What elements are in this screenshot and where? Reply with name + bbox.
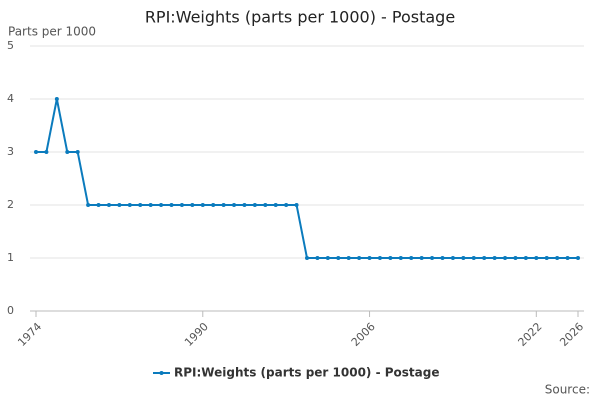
point xyxy=(409,256,414,260)
point xyxy=(294,203,299,207)
point xyxy=(492,256,497,260)
point xyxy=(96,203,101,207)
point xyxy=(54,97,59,101)
point xyxy=(503,256,508,260)
point xyxy=(44,150,49,154)
point xyxy=(565,256,570,260)
point xyxy=(336,256,341,260)
x-tick-label: 1990 xyxy=(182,320,211,349)
point xyxy=(148,203,153,207)
point xyxy=(159,203,164,207)
point xyxy=(263,203,268,207)
point xyxy=(106,203,111,207)
point xyxy=(169,203,174,207)
point xyxy=(86,203,91,207)
legend-marker xyxy=(159,371,164,375)
y-tick-label: 4 xyxy=(7,92,14,105)
point xyxy=(440,256,445,260)
y-tick-label: 1 xyxy=(7,251,14,264)
point xyxy=(523,256,528,260)
point xyxy=(461,256,466,260)
point xyxy=(357,256,362,260)
point xyxy=(190,203,195,207)
legend-label: RPI:Weights (parts per 1000) - Postage xyxy=(174,366,439,380)
point xyxy=(127,203,132,207)
point xyxy=(388,256,393,260)
point xyxy=(232,203,237,207)
point xyxy=(315,256,320,260)
point xyxy=(273,203,278,207)
point xyxy=(305,256,309,260)
point xyxy=(179,203,184,207)
x-tick-label: 2026 xyxy=(557,320,586,349)
point xyxy=(534,256,539,260)
point xyxy=(430,256,435,260)
point xyxy=(482,256,487,260)
y-tick-label: 0 xyxy=(7,304,14,317)
point xyxy=(284,203,289,207)
point xyxy=(450,256,455,260)
point xyxy=(513,256,518,260)
x-tick-label: 1974 xyxy=(15,320,44,349)
point xyxy=(65,150,70,154)
point xyxy=(576,256,580,260)
point xyxy=(221,203,226,207)
y-axis-label: Parts per 1000 xyxy=(8,25,96,39)
x-tick-label: 2022 xyxy=(516,320,545,349)
point xyxy=(75,150,80,154)
point xyxy=(252,203,257,207)
x-tick-label: 2006 xyxy=(349,320,378,349)
point xyxy=(346,256,351,260)
point xyxy=(544,256,549,260)
point xyxy=(419,256,424,260)
y-tick-label: 5 xyxy=(7,39,14,52)
point xyxy=(242,203,247,207)
point xyxy=(471,256,476,260)
point xyxy=(200,203,205,207)
point xyxy=(117,203,122,207)
point xyxy=(398,256,403,260)
point xyxy=(377,256,382,260)
point xyxy=(211,203,216,207)
point xyxy=(325,256,330,260)
y-tick-label: 2 xyxy=(7,198,14,211)
point xyxy=(34,150,38,154)
y-tick-label: 3 xyxy=(7,145,14,158)
chart-title: RPI:Weights (parts per 1000) - Postage xyxy=(145,8,455,27)
line xyxy=(36,98,578,259)
point xyxy=(555,256,560,260)
point xyxy=(367,256,372,260)
source: Source: xyxy=(545,383,590,397)
point xyxy=(138,203,143,207)
